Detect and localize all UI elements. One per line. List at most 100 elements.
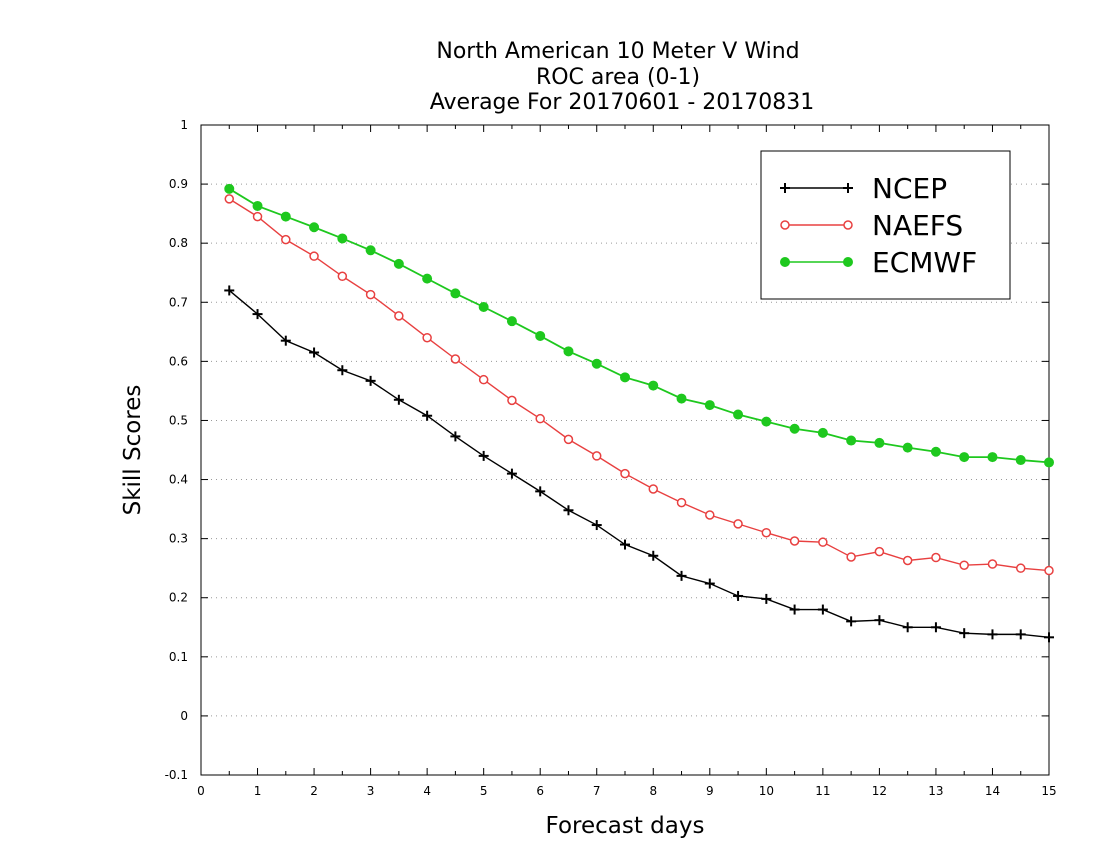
data-point-ncep [478,450,489,461]
data-point-ecmwf [450,288,461,299]
data-point-ecmwf [478,302,489,312]
data-point-ncep [676,570,687,581]
x-tick-label: 13 [928,784,943,798]
data-point-ecmwf [761,416,772,427]
data-point-naefs [931,552,941,563]
data-point-ncep [280,335,291,346]
data-series [224,183,1054,643]
data-point-ecmwf [1015,455,1026,466]
legend-label-ecmwf: ECMWF [872,246,977,279]
y-tick-label: 0.7 [169,295,188,309]
x-tick-label: 1 [254,784,262,798]
data-point-ncep [309,347,320,358]
data-point-ecmwf [591,358,602,369]
data-point-ecmwf [930,446,941,457]
data-point-ecmwf [280,211,291,222]
data-point-ncep [535,486,546,497]
chart-title-line-3: Average For 20170601 - 20170831 [430,90,815,115]
y-tick-label: 1 [180,118,188,132]
legend-marker-ecmwf [780,257,790,267]
data-point-naefs [309,251,319,261]
legend-label-naefs: NAEFS [872,209,963,242]
data-point-ecmwf [422,273,433,284]
data-point-naefs [761,527,772,538]
y-tick-label: 0.3 [169,532,188,546]
data-point-ncep [1044,632,1054,643]
data-point-naefs [987,559,998,569]
data-point-ncep [959,628,970,639]
data-point-ncep [817,604,828,615]
x-tick-label: 15 [1041,784,1056,798]
x-tick-label: 12 [872,784,887,798]
data-point-ecmwf [1044,457,1054,468]
data-point-ncep [620,539,630,550]
chart-title-line-2: ROC area (0-1) [536,65,700,90]
x-tick-label: 0 [197,784,205,798]
data-point-ncep [591,520,602,531]
data-point-ncep [930,622,941,633]
legend: NCEP NAEFS ECMWF [760,150,1011,300]
data-point-naefs [365,289,376,300]
x-axis-label: Forecast days [546,813,705,839]
data-point-ncep [422,410,433,421]
data-point-ecmwf [563,346,574,357]
chart-title-line-1: North American 10 Meter V Wind [436,39,799,64]
y-tick-label: 0.8 [169,236,188,250]
data-point-ecmwf [676,393,687,404]
data-point-naefs [846,552,856,562]
series-ecmwf [224,183,1054,468]
legend-marker-naefs [843,220,853,230]
y-tick-label: 0.9 [169,177,188,191]
data-point-naefs [1044,565,1054,576]
data-point-naefs [394,311,404,321]
data-point-ecmwf [337,233,348,244]
y-axis-label: Skill Scores [120,385,146,516]
data-point-ecmwf [648,380,659,391]
y-tick-label: 0.4 [169,473,188,487]
legend-label-ncep: NCEP [872,172,947,205]
data-point-ncep [506,468,517,479]
x-tick-label: 10 [759,784,774,798]
data-point-ncep [733,590,744,601]
data-point-ncep [761,593,772,604]
y-tick-label: 0.5 [169,413,188,427]
legend-entry-ecmwf: ECMWF [780,246,977,279]
y-tick-label: 0.1 [169,650,188,664]
data-point-naefs [281,234,291,245]
data-point-ecmwf [959,452,970,463]
data-point-naefs [733,519,743,529]
data-point-ecmwf [506,316,517,327]
data-point-ncep [252,309,263,320]
data-point-naefs [959,560,969,570]
x-tick-label: 4 [423,784,431,798]
legend-marker-naefs [780,220,790,230]
data-point-naefs [422,332,432,343]
data-point-ncep [789,604,800,615]
x-tick-label: 11 [815,784,830,798]
data-point-ecmwf [902,442,913,453]
data-point-ncep [393,394,404,405]
data-point-ecmwf [224,183,235,194]
y-tick-label: 0.6 [169,354,188,368]
data-point-ecmwf [846,435,857,446]
data-point-ecmwf [365,245,376,256]
data-point-ncep [224,285,235,296]
data-point-ncep [1015,629,1026,640]
data-point-ecmwf [620,372,630,383]
data-point-ecmwf [252,200,263,211]
x-tick-label: 2 [310,784,318,798]
legend-entry-ncep: NCEP [780,172,947,205]
x-tick-label: 5 [480,784,488,798]
data-point-naefs [507,395,517,406]
x-tick-label: 8 [649,784,657,798]
series-naefs [224,194,1054,576]
x-tick-label: 6 [536,784,544,798]
data-point-naefs [1015,563,1026,573]
data-point-naefs [224,194,235,204]
data-point-ecmwf [704,400,715,411]
data-point-ncep [902,622,913,633]
x-tick-label: 14 [985,784,1000,798]
series-line-ncep [228,289,1050,639]
data-point-naefs [535,413,545,424]
